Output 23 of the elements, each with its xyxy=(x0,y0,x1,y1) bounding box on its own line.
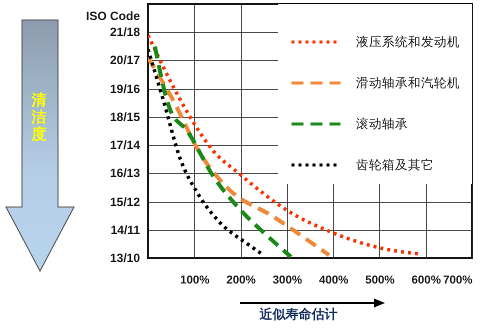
text: 13/10 xyxy=(108,251,140,265)
text: 17/14 xyxy=(108,138,140,152)
legend-label: 齿轮箱及其它 xyxy=(356,157,434,172)
x-tick-label: 400% xyxy=(318,274,348,286)
x-tick-label: 100% xyxy=(180,274,210,286)
text: 21/18 xyxy=(108,25,140,40)
legend-label: 液压系统和发动机 xyxy=(356,34,460,49)
x-tick-label: 700% xyxy=(443,274,472,286)
x-tick-label: 200% xyxy=(226,274,256,286)
text: 清洁度 xyxy=(30,91,48,143)
text: 16/13 xyxy=(108,166,140,180)
legend-label: 滚动轴承 xyxy=(356,116,408,131)
legend-label: 滑动轴承和汽轮机 xyxy=(356,75,460,90)
x-tick-label: 600% xyxy=(412,274,441,286)
text: 18/15 xyxy=(108,110,140,124)
x-tick-label: 500% xyxy=(365,274,395,286)
text: 20/17 xyxy=(108,53,140,68)
x-axis-title: 近似寿命估计 xyxy=(258,306,338,322)
text: 14/11 xyxy=(110,222,140,237)
text: 19/16 xyxy=(108,82,140,96)
text: 15/12 xyxy=(108,194,140,209)
y-axis-title: ISO Code xyxy=(84,9,140,23)
x-tick-label: 300% xyxy=(272,274,302,286)
